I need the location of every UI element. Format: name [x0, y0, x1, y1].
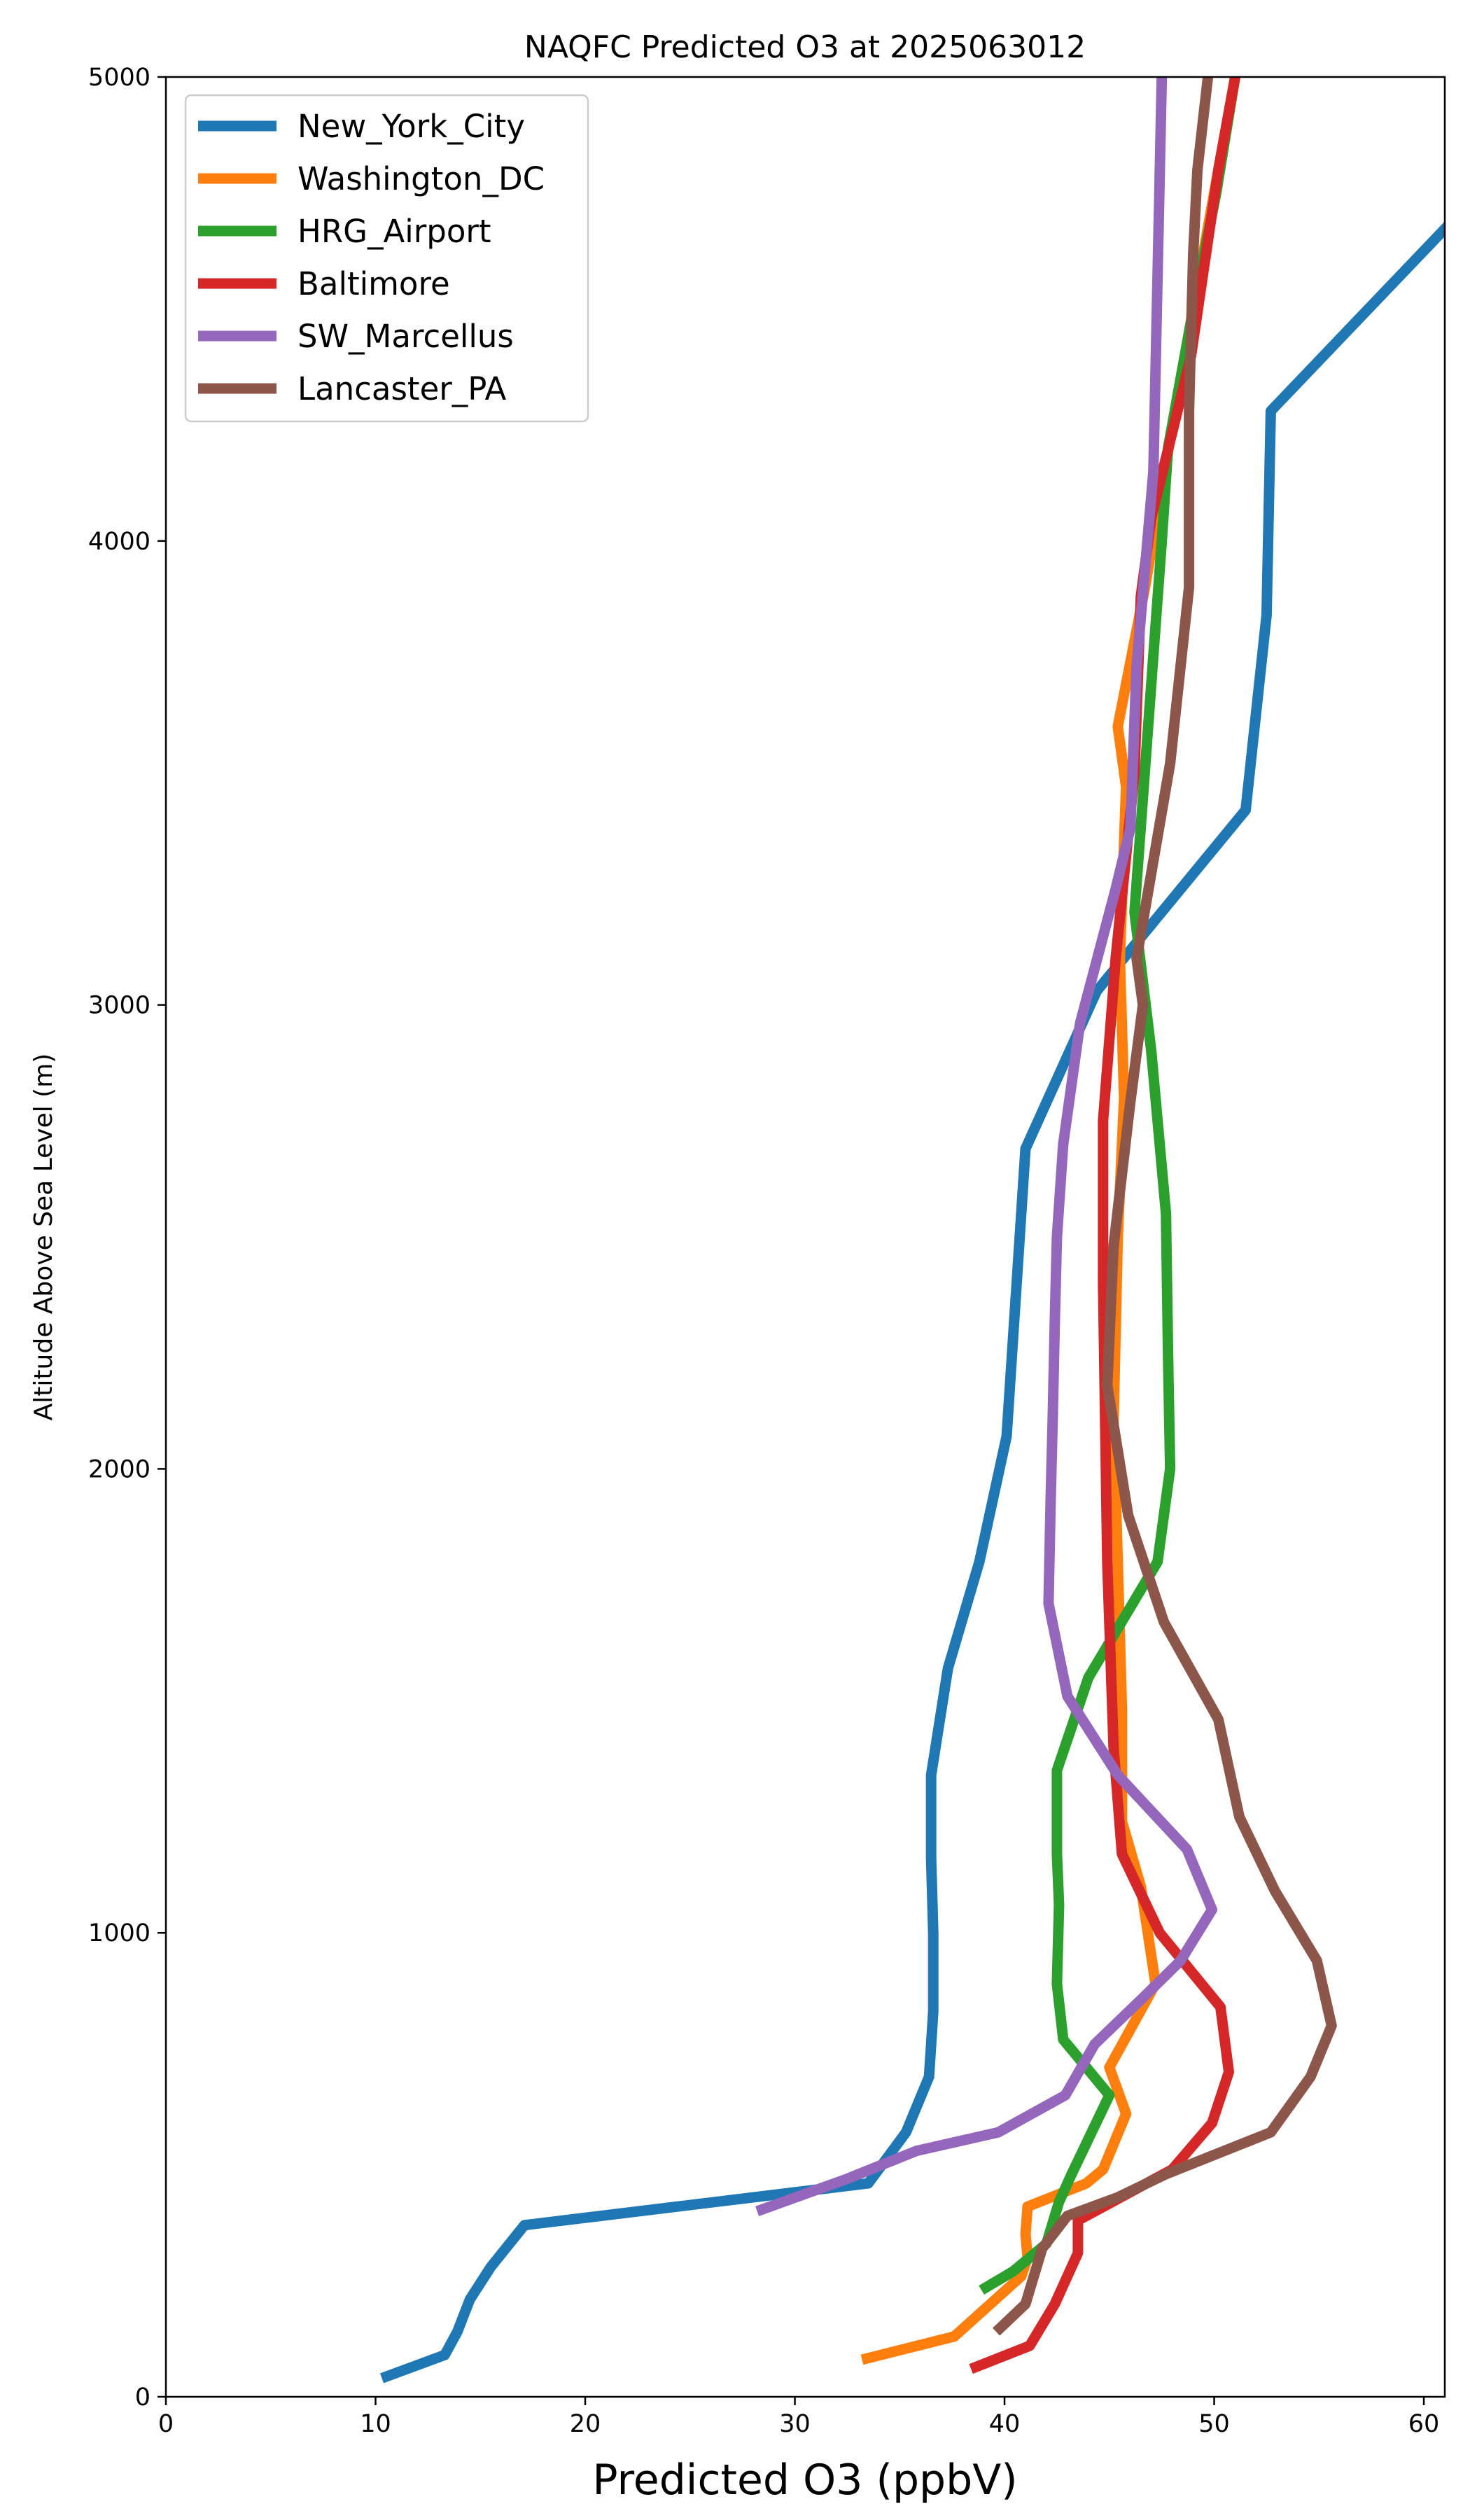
- x-axis-label: Predicted O3 (ppbV): [592, 2456, 1017, 2505]
- x-tick-label: 10: [360, 2410, 391, 2438]
- x-tick-label: 0: [158, 2410, 174, 2438]
- legend-label: SW_Marcellus: [298, 318, 514, 355]
- legend-label: Lancaster_PA: [298, 370, 507, 407]
- series-layer: [379, 77, 1445, 2384]
- series-line-washington-dc: [860, 77, 1240, 2365]
- y-axis-label: Altitude Above Sea Level (m): [29, 1054, 58, 1421]
- y-tick-label: 4000: [88, 528, 150, 556]
- legend-box: [184, 94, 589, 423]
- chart-title: NAQFC Predicted O3 at 2025063012: [524, 29, 1086, 65]
- x-tick-label: 60: [1408, 2410, 1440, 2438]
- x-tick-label: 20: [570, 2410, 601, 2438]
- y-tick-label: 2000: [88, 1455, 150, 1483]
- y-tick-label: 3000: [88, 992, 150, 1020]
- plot-frame: [164, 76, 1446, 2398]
- y-tick-label: 0: [135, 2384, 150, 2412]
- legend: New_York_City Washington_DC HRG_Airport Bal…: [184, 94, 589, 423]
- legend-label: Baltimore: [298, 265, 450, 302]
- series-line-lancaster-pa: [992, 77, 1337, 2336]
- legend-label: Washington_DC: [298, 160, 545, 197]
- y-tick-label: 1000: [88, 1919, 150, 1947]
- legend-label: New_York_City: [298, 108, 525, 145]
- x-tick-label: 40: [989, 2410, 1021, 2438]
- x-tick-label: 30: [779, 2410, 811, 2438]
- series-line-new-york-city: [379, 221, 1445, 2384]
- y-axis-ticks: 0 1000 2000 3000 4000 5000: [88, 64, 166, 2412]
- series-line-sw-marcellus: [755, 77, 1217, 2216]
- y-tick-label: 5000: [88, 64, 150, 92]
- legend-items: New_York_City Washington_DC HRG_Airport Bal…: [198, 108, 545, 407]
- x-axis-ticks: 0 10 20 30 40 50 60: [158, 2397, 1439, 2438]
- series-line-hrg-airport: [979, 77, 1240, 2295]
- legend-label: HRG_Airport: [298, 213, 491, 250]
- x-tick-label: 50: [1198, 2410, 1230, 2438]
